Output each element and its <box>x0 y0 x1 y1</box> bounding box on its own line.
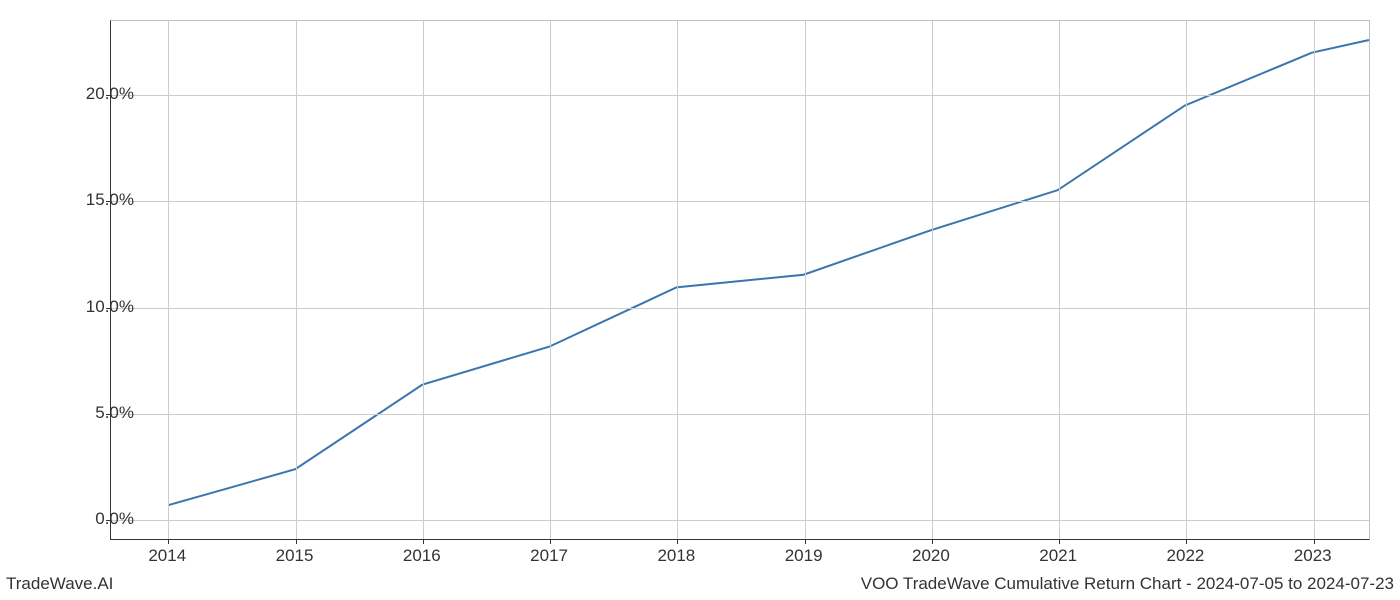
x-tick-mark <box>932 539 933 544</box>
x-tick-label: 2016 <box>403 546 441 566</box>
gridline-vertical <box>423 21 424 539</box>
gridline-horizontal <box>111 201 1369 202</box>
line-chart-svg <box>111 21 1369 539</box>
gridline-horizontal <box>111 308 1369 309</box>
x-tick-label: 2021 <box>1039 546 1077 566</box>
gridline-vertical <box>168 21 169 539</box>
x-tick-label: 2017 <box>530 546 568 566</box>
x-tick-label: 2023 <box>1294 546 1332 566</box>
gridline-vertical <box>1059 21 1060 539</box>
y-tick-label: 15.0% <box>86 190 134 210</box>
y-tick-label: 0.0% <box>95 509 134 529</box>
gridline-horizontal <box>111 520 1369 521</box>
gridline-vertical <box>677 21 678 539</box>
y-tick-label: 20.0% <box>86 84 134 104</box>
x-tick-mark <box>423 539 424 544</box>
y-tick-label: 10.0% <box>86 297 134 317</box>
gridline-horizontal <box>111 95 1369 96</box>
gridline-horizontal <box>111 414 1369 415</box>
x-tick-label: 2014 <box>148 546 186 566</box>
data-series-line <box>168 40 1369 505</box>
x-tick-mark <box>168 539 169 544</box>
x-tick-mark <box>1314 539 1315 544</box>
y-tick-label: 5.0% <box>95 403 134 423</box>
x-tick-label: 2018 <box>657 546 695 566</box>
footer-right-text: VOO TradeWave Cumulative Return Chart - … <box>861 574 1394 594</box>
x-tick-mark <box>1059 539 1060 544</box>
chart-container <box>110 20 1370 540</box>
x-tick-mark <box>1186 539 1187 544</box>
x-tick-label: 2015 <box>276 546 314 566</box>
plot-area <box>110 20 1370 540</box>
x-tick-label: 2019 <box>785 546 823 566</box>
x-tick-label: 2020 <box>912 546 950 566</box>
x-tick-mark <box>677 539 678 544</box>
gridline-vertical <box>932 21 933 539</box>
footer-left-text: TradeWave.AI <box>6 574 113 594</box>
x-tick-mark <box>296 539 297 544</box>
gridline-vertical <box>1186 21 1187 539</box>
gridline-vertical <box>296 21 297 539</box>
x-tick-label: 2022 <box>1167 546 1205 566</box>
gridline-vertical <box>550 21 551 539</box>
x-tick-mark <box>805 539 806 544</box>
x-tick-mark <box>550 539 551 544</box>
gridline-vertical <box>805 21 806 539</box>
gridline-vertical <box>1314 21 1315 539</box>
